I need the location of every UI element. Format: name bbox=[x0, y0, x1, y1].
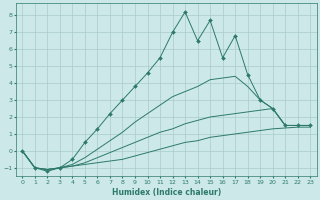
X-axis label: Humidex (Indice chaleur): Humidex (Indice chaleur) bbox=[112, 188, 221, 197]
